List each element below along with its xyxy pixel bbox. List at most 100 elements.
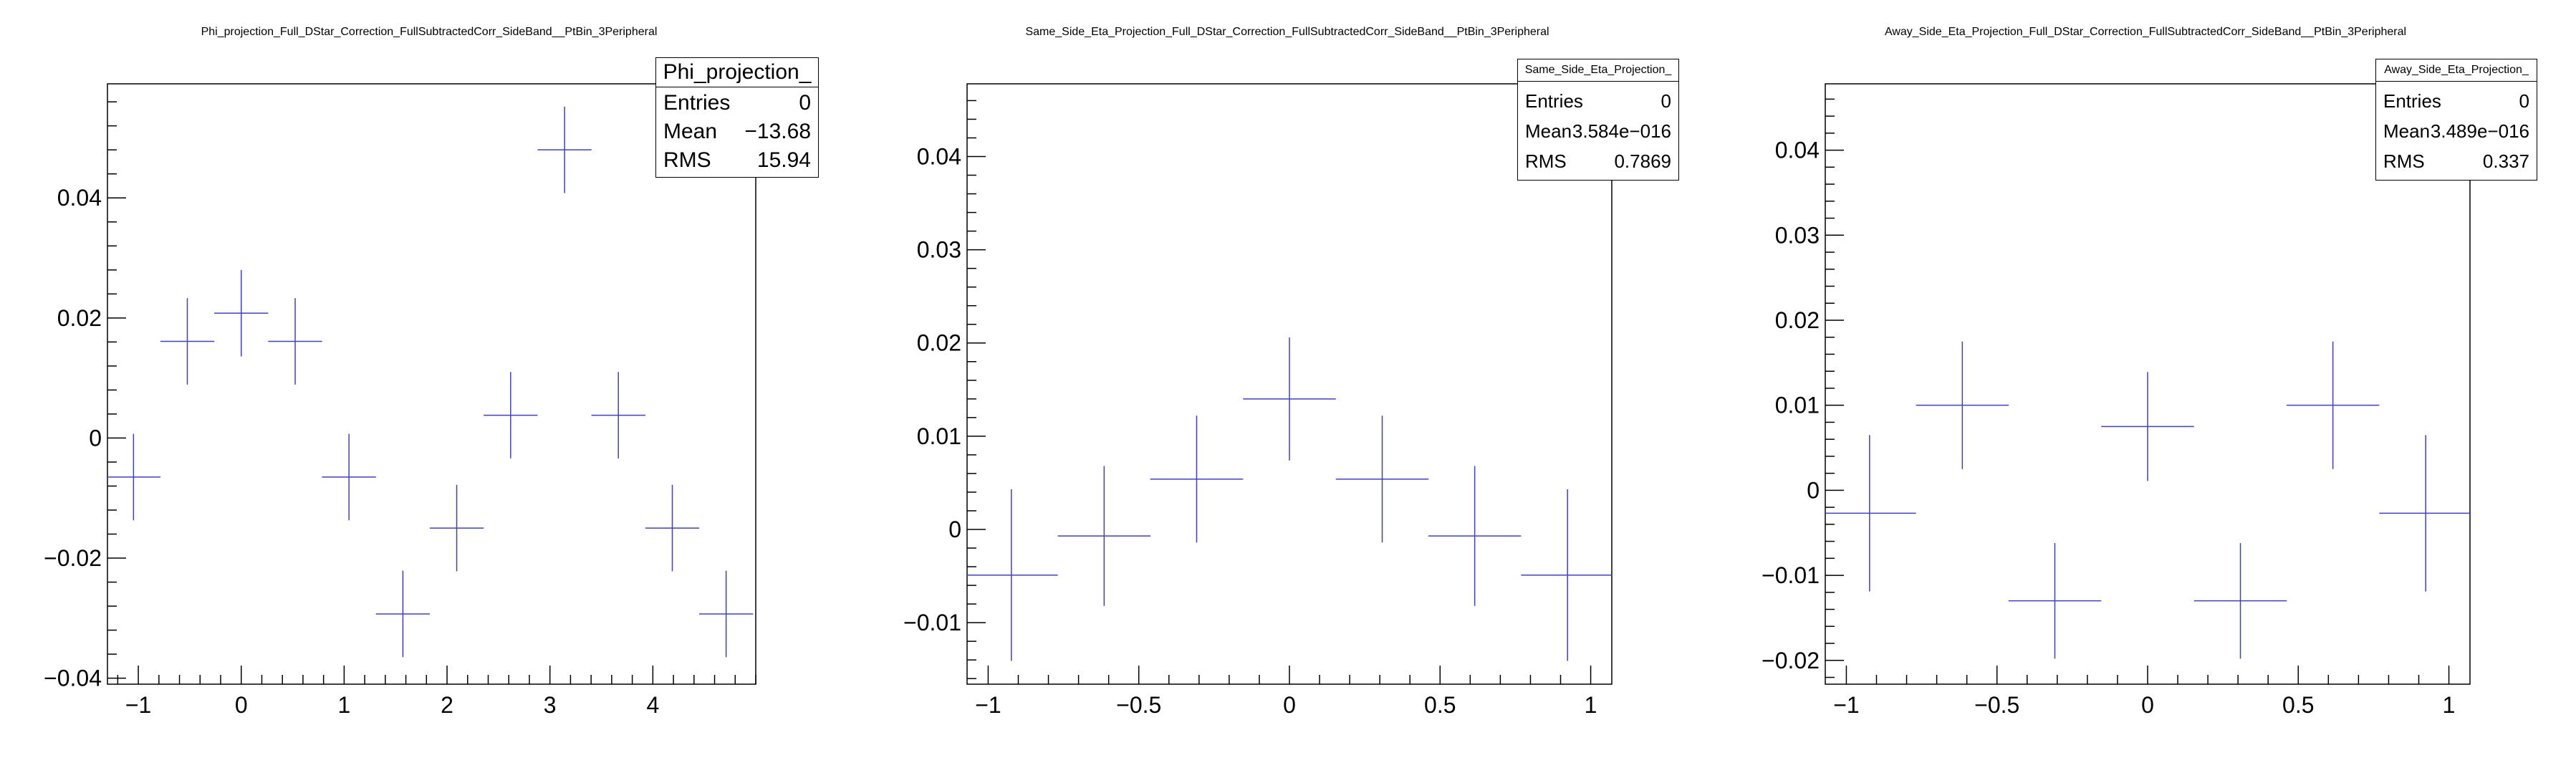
stats-rms-label: RMS — [2383, 150, 2425, 172]
y-tick-label: 0.04 — [57, 185, 102, 211]
plot-title: Phi_projection_Full_DStar_Correction_Ful… — [201, 26, 658, 38]
data-point — [645, 484, 700, 572]
y-tick-label: −0.02 — [44, 545, 102, 571]
same-side-eta-projection-chart: −1 −0.5 0 0.5 1 −0.01 0 0.01 0.02 0.03 0.04 — [903, 83, 1613, 718]
away-side-eta-projection-chart: −1 −0.5 0 0.5 1 −0.02 −0.01 0 0.01 0.02 0.03 0.04 — [1762, 83, 2471, 718]
data-point — [214, 269, 269, 357]
plot-title: Away_Side_Eta_Projection_Full_DStar_Corr… — [1884, 26, 2407, 38]
stats-entries-label: Entries — [663, 91, 731, 115]
data-point — [1521, 489, 1612, 661]
stats-entries-row: Entries 0 — [1525, 86, 1671, 116]
stats-rms-row: RMS 0.337 — [2383, 146, 2529, 176]
x-tick-label: 4 — [646, 692, 659, 718]
y-tick-label: 0 — [89, 425, 102, 451]
stats-mean-row: Mean −13.68 — [663, 117, 811, 146]
stats-rms-label: RMS — [1525, 150, 1567, 172]
x-tick-label: −0.5 — [1974, 692, 2019, 718]
data-point — [1057, 466, 1151, 606]
data-point — [967, 489, 1058, 661]
data-point — [268, 298, 322, 385]
y-tick-label: 0.04 — [917, 143, 961, 169]
x-tick-label: 0 — [235, 692, 248, 718]
stats-rms-value: 0.337 — [2482, 150, 2529, 172]
data-point — [2379, 435, 2470, 592]
data-point — [591, 372, 645, 459]
data-point — [2193, 542, 2287, 659]
x-tick-label: −1 — [1833, 692, 1859, 718]
y-tick-label: 0 — [948, 517, 961, 542]
data-point — [484, 372, 538, 459]
stats-entries-value: 0 — [799, 91, 811, 115]
stats-box: Away_Side_Eta_Projection_ Entries 0 Mean… — [2375, 59, 2537, 181]
x-tick-label: −1 — [125, 692, 151, 718]
stats-mean-value: −13.68 — [744, 120, 811, 143]
stats-mean-label: Mean — [663, 120, 718, 143]
away-side-eta-projection-panel: Away_Side_Eta_Projection_Full_DStar_Corr… — [1716, 0, 2575, 768]
stats-rms-label: RMS — [663, 148, 711, 172]
data-point — [2008, 542, 2102, 659]
data-point — [322, 433, 376, 521]
data-point — [1150, 416, 1244, 543]
x-tick-label: 1 — [1585, 692, 1597, 718]
data-point — [1243, 337, 1336, 461]
x-tick-label: 0.5 — [2282, 692, 2314, 718]
stats-entries-value: 0 — [2519, 90, 2529, 112]
stats-rms-value: 0.7869 — [1614, 150, 1671, 172]
y-tick-label: −0.01 — [903, 610, 961, 635]
y-tick-label: −0.04 — [44, 666, 102, 691]
y-tick-label: 0 — [1807, 477, 1820, 503]
stats-mean-label: Mean — [1525, 120, 1572, 142]
y-tick-label: 0.02 — [57, 305, 102, 331]
stats-box: Phi_projection_ Entries 0 Mean −13.68 RM… — [655, 57, 819, 178]
y-tick-label: 0.02 — [917, 330, 961, 356]
data-point — [160, 298, 215, 385]
stats-box: Same_Side_Eta_Projection_ Entries 0 Mean… — [1517, 59, 1679, 181]
x-tick-label: 1 — [337, 692, 350, 718]
stats-entries-row: Entries 0 — [2383, 86, 2529, 116]
stats-title: Phi_projection_ — [656, 58, 818, 87]
data-point — [2286, 341, 2380, 469]
data-point — [537, 106, 592, 193]
stats-title: Away_Side_Eta_Projection_ — [2376, 59, 2537, 82]
x-tick-label: −1 — [975, 692, 1001, 718]
same-side-eta-projection-panel: Same_Side_Eta_Projection_Full_DStar_Corr… — [858, 0, 1716, 768]
y-tick-label: 0.04 — [1775, 138, 1820, 163]
phi-projection-chart: −1 0 1 2 3 4 −0.04 −0.02 0 0.02 0.04 — [44, 83, 756, 718]
y-tick-label: −0.01 — [1762, 562, 1820, 588]
data-point — [1335, 416, 1429, 543]
stats-mean-row: Mean 3.489e−016 — [2383, 116, 2529, 146]
data-point — [429, 484, 484, 572]
stats-entries-row: Entries 0 — [663, 89, 811, 117]
x-tick-label: 3 — [544, 692, 557, 718]
y-tick-label: 0.03 — [1775, 222, 1820, 248]
stats-entries-label: Entries — [1525, 90, 1583, 112]
data-point — [2101, 372, 2194, 481]
stats-entries-value: 0 — [1661, 90, 1671, 112]
data-point — [1825, 435, 1916, 592]
stats-rms-value: 15.94 — [756, 148, 811, 172]
y-tick-label: 0.03 — [917, 237, 961, 263]
stats-mean-value: 3.584e−016 — [1572, 120, 1671, 142]
data-point — [375, 570, 431, 658]
stats-mean-row: Mean 3.584e−016 — [1525, 116, 1671, 146]
y-tick-label: −0.02 — [1762, 648, 1820, 673]
data-point — [107, 433, 160, 521]
x-tick-label: 0.5 — [1424, 692, 1456, 718]
data-point — [1916, 341, 2009, 469]
stats-mean-value: 3.489e−016 — [2430, 120, 2529, 142]
stats-mean-label: Mean — [2383, 120, 2431, 142]
x-tick-label: 1 — [2443, 692, 2456, 718]
y-tick-label: 0.02 — [1775, 307, 1820, 333]
stats-rms-row: RMS 15.94 — [663, 146, 811, 175]
plot-title: Same_Side_Eta_Projection_Full_DStar_Corr… — [1025, 26, 1549, 38]
x-tick-label: 0 — [1283, 692, 1296, 718]
x-tick-label: 0 — [2141, 692, 2154, 718]
stats-rms-row: RMS 0.7869 — [1525, 146, 1671, 176]
y-tick-label: 0.01 — [1775, 393, 1820, 418]
data-point — [1428, 466, 1522, 606]
stats-title: Same_Side_Eta_Projection_ — [1518, 59, 1678, 82]
data-point — [698, 570, 754, 658]
x-tick-label: 2 — [441, 692, 453, 718]
plot-frame — [107, 83, 756, 685]
x-tick-label: −0.5 — [1116, 692, 1161, 718]
